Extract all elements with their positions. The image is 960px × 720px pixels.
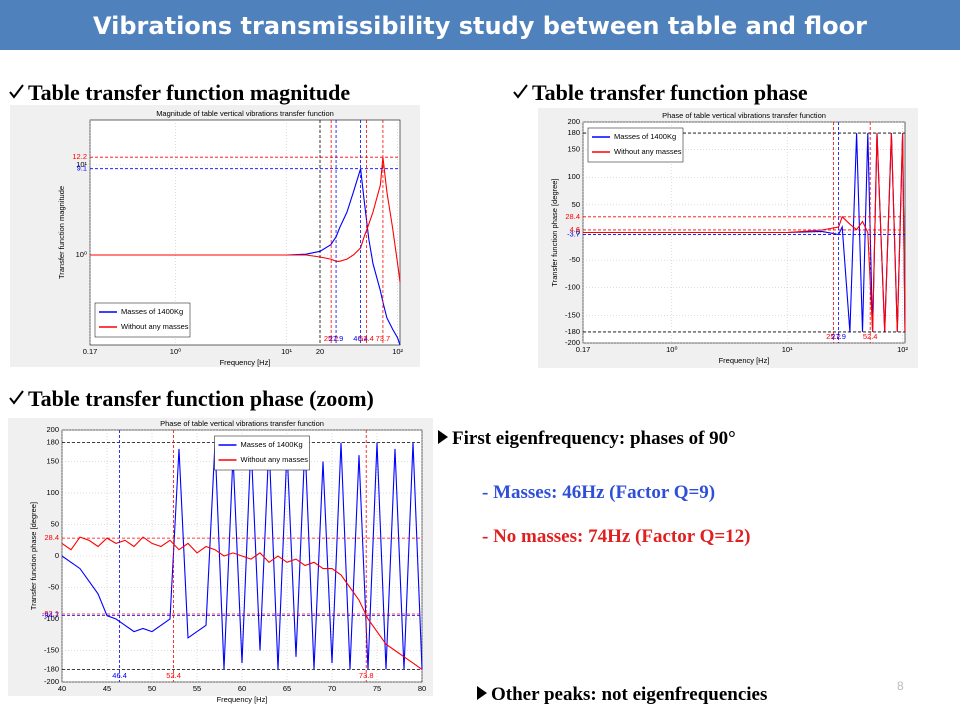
x-tick-label: 10² xyxy=(392,347,403,356)
series-line xyxy=(583,133,906,332)
y-tick-label: 100 xyxy=(46,488,59,497)
reference-label: 12.2 xyxy=(72,152,87,161)
y-tick-label: 0 xyxy=(55,551,59,560)
x-tick-label: 10¹ xyxy=(281,347,292,356)
x-tick-label: 50 xyxy=(148,684,156,693)
y-tick-label: 180 xyxy=(46,438,59,447)
reference-label: 52.4 xyxy=(863,332,878,341)
legend-label: Without any masses xyxy=(241,455,309,464)
chart-title: Magnitude of table vertical vibrations t… xyxy=(156,109,334,118)
page-number: 8 xyxy=(897,679,904,693)
chart-title: Phase of table vertical vibrations trans… xyxy=(160,419,324,428)
reference-label: 46.4 xyxy=(353,334,368,343)
reference-label: 73.8 xyxy=(359,671,374,680)
legend-box xyxy=(94,302,191,338)
series-line xyxy=(61,442,423,670)
legend-label: Masses of 1400Kg xyxy=(614,132,676,141)
legend-box xyxy=(587,127,684,163)
y-tick-label: 50 xyxy=(51,519,59,528)
check-icon xyxy=(9,84,24,99)
y-axis-label: Transfer function magnitude xyxy=(57,186,66,279)
y-tick-label: -100 xyxy=(565,283,580,292)
x-axis-label: Frequency [Hz] xyxy=(217,695,268,704)
y-tick-label: -100 xyxy=(44,614,59,623)
y-tick-label: 200 xyxy=(46,425,59,434)
reference-label: 28.4 xyxy=(565,212,580,221)
x-tick-label: 10² xyxy=(897,345,908,354)
x-tick-label: 75 xyxy=(373,684,381,693)
legend-box xyxy=(214,435,310,471)
x-tick-label: 20 xyxy=(316,347,324,356)
reference-label: 46.4 xyxy=(112,671,127,680)
series-line xyxy=(61,536,423,670)
arrow-bullet xyxy=(477,686,487,700)
y-tick-label: -180 xyxy=(44,664,59,673)
x-tick-label: 10¹ xyxy=(782,345,793,354)
chart-title: Phase of table vertical vibrations trans… xyxy=(662,111,826,120)
x-tick-label: 10⁰ xyxy=(170,347,181,356)
header-bar xyxy=(0,0,960,50)
x-tick-label: 65 xyxy=(283,684,291,693)
check-icon xyxy=(513,84,528,99)
y-tick-label: 100 xyxy=(567,172,580,181)
x-tick-label: 0.17 xyxy=(83,347,98,356)
reference-label: 73.7 xyxy=(376,334,391,343)
y-tick-label: 200 xyxy=(567,117,580,126)
x-tick-label: 10⁰ xyxy=(666,345,677,354)
y-tick-label: -150 xyxy=(565,310,580,319)
y-tick-label: -200 xyxy=(44,677,59,686)
x-tick-label: 70 xyxy=(328,684,336,693)
reference-label: 27.9 xyxy=(329,334,344,343)
header-title: Vibrations transmissibility study betwee… xyxy=(93,12,867,40)
bullet: - No masses: 74Hz (Factor Q=12) xyxy=(482,526,751,547)
y-axis-label: Transfer function phase [degree] xyxy=(29,502,38,610)
legend-label: Masses of 1400Kg xyxy=(121,307,183,316)
x-tick-label: 60 xyxy=(238,684,246,693)
arrow-bullet xyxy=(438,430,448,444)
caption: Table transfer function phase xyxy=(532,80,808,105)
caption: Table transfer function magnitude xyxy=(28,80,350,105)
reference-label: 25.2 xyxy=(324,334,339,343)
x-tick-label: 45 xyxy=(103,684,111,693)
reference-label: 52.4 xyxy=(166,671,181,680)
reference-label: 27.9 xyxy=(831,332,846,341)
bullet: Other peaks: not eigenfrequencies xyxy=(491,684,767,705)
y-tick-label: -200 xyxy=(565,338,580,347)
check-icon xyxy=(9,390,24,405)
y-tick-label: -50 xyxy=(569,255,580,264)
x-axis-label: Frequency [Hz] xyxy=(719,356,770,365)
legend-label: Masses of 1400Kg xyxy=(241,440,303,449)
reference-label: 52.4 xyxy=(359,334,374,343)
x-tick-label: 0.17 xyxy=(576,345,591,354)
y-tick-label: 10⁰ xyxy=(76,250,87,259)
x-tick-label: 40 xyxy=(58,684,66,693)
y-tick-label: -150 xyxy=(44,645,59,654)
x-tick-label: 55 xyxy=(193,684,201,693)
reference-label: 9.1 xyxy=(77,164,87,173)
y-tick-label: 0 xyxy=(576,227,580,236)
y-tick-label: 150 xyxy=(567,145,580,154)
reference-label: -92.1 xyxy=(42,609,59,618)
y-tick-label: 10¹ xyxy=(76,160,87,169)
reference-label: -3.7 xyxy=(567,230,580,239)
reference-label: 28.4 xyxy=(44,533,59,542)
y-tick-label: 180 xyxy=(567,128,580,137)
y-tick-label: 150 xyxy=(46,456,59,465)
legend-label: Without any masses xyxy=(614,147,682,156)
series-line xyxy=(90,157,401,283)
y-axis-label: Transfer function phase [degree] xyxy=(550,178,559,286)
y-tick-label: 50 xyxy=(572,200,580,209)
legend-label: Without any masses xyxy=(121,322,189,331)
y-tick-label: -180 xyxy=(565,327,580,336)
bullet: - Masses: 46Hz (Factor Q=9) xyxy=(482,482,715,503)
x-tick-label: 80 xyxy=(418,684,426,693)
caption: Table transfer function phase (zoom) xyxy=(28,386,374,411)
x-axis-label: Frequency [Hz] xyxy=(220,358,271,367)
bullet: First eigenfrequency: phases of 90° xyxy=(452,428,736,449)
y-tick-label: -50 xyxy=(48,582,59,591)
reference-label: 4.6 xyxy=(570,225,580,234)
reference-label: 25.2 xyxy=(826,332,841,341)
reference-label: -94.7 xyxy=(42,611,59,620)
